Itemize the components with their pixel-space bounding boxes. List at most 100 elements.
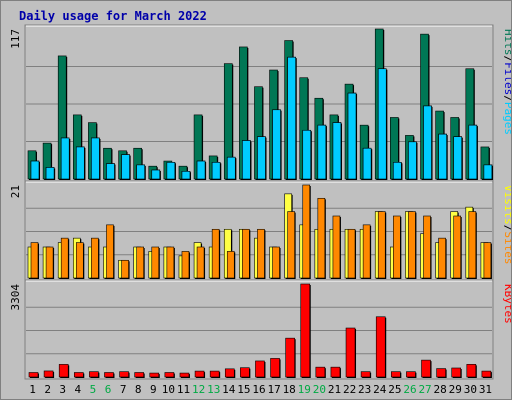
bar-kbytes — [134, 372, 144, 378]
x-tick-label: 27 — [418, 383, 431, 396]
bar-kbytes — [104, 372, 114, 378]
bar-pages — [393, 162, 402, 180]
bar-pages — [362, 147, 372, 180]
bar-kbytes — [194, 370, 205, 378]
bar-pages — [136, 164, 145, 180]
x-tick-label: 2 — [44, 383, 51, 396]
x-tick-label: 15 — [237, 383, 250, 396]
bar-sites — [45, 246, 54, 279]
bar-sites — [347, 228, 356, 279]
bar-sites — [468, 211, 477, 279]
x-tick-label: 7 — [120, 383, 127, 396]
bar-pages — [302, 129, 312, 180]
bar-pages — [30, 160, 40, 180]
bar-kbytes — [300, 283, 311, 378]
legend-sites: Sites — [502, 231, 511, 264]
bar-sites — [377, 211, 386, 279]
y-max-label: 21 — [9, 185, 22, 198]
bar-sites — [438, 237, 446, 279]
bar-sites — [151, 246, 160, 279]
x-tick-label: 1 — [29, 383, 36, 396]
x-tick-label: 10 — [162, 383, 175, 396]
bar-pages — [332, 122, 342, 180]
bar-kbytes — [73, 372, 84, 378]
bar-pages — [423, 105, 432, 180]
bar-kbytes — [466, 364, 477, 378]
y-max-label: 117 — [9, 29, 22, 49]
bar-kbytes — [330, 366, 341, 378]
bar-pages — [166, 162, 176, 180]
bar-sites — [226, 251, 235, 279]
bar-pages — [468, 124, 478, 180]
bar-sites — [60, 237, 69, 279]
bar-kbytes — [451, 367, 462, 378]
bar-kbytes — [285, 337, 295, 378]
x-tick-label: 4 — [75, 383, 82, 396]
x-tick-label: 14 — [222, 383, 236, 396]
x-tick-label: 30 — [464, 383, 477, 396]
x-tick-label: 24 — [373, 383, 387, 396]
bar-pages — [45, 167, 55, 180]
x-tick-label: 28 — [434, 383, 447, 396]
bar-sites — [106, 224, 114, 279]
bar-kbytes — [345, 327, 356, 378]
bar-pages — [106, 163, 115, 180]
bar-kbytes — [360, 371, 371, 378]
bar-sites — [317, 197, 326, 279]
legend-separator: / — [502, 56, 511, 63]
bar-sites — [181, 251, 190, 279]
bar-kbytes — [58, 364, 69, 378]
bar-pages — [196, 160, 206, 180]
legend-pages: Pages — [502, 102, 511, 135]
bar-pages — [91, 137, 100, 180]
bar-pages — [151, 169, 161, 180]
bar-pages — [272, 109, 281, 180]
chart-title: Daily usage for March 2022 — [19, 9, 207, 23]
x-tick-label: 16 — [252, 383, 265, 396]
bar-sites — [423, 215, 431, 279]
bar-kbytes — [164, 372, 175, 378]
bar-kbytes — [270, 358, 280, 378]
legend: Visits/Sites — [502, 185, 511, 265]
bar-pages — [408, 141, 417, 180]
bar-sites — [75, 242, 84, 279]
legend-visits: Visits — [502, 185, 511, 225]
bar-kbytes — [406, 371, 416, 378]
bar-pages — [377, 68, 387, 180]
bar-kbytes — [149, 372, 160, 378]
x-tick-label: 13 — [207, 383, 220, 396]
bar-sites — [332, 215, 341, 279]
bar-kbytes — [240, 367, 250, 378]
x-tick-label: 3 — [59, 383, 66, 396]
x-tick-label: 31 — [479, 383, 492, 396]
bar-kbytes — [28, 372, 39, 378]
bar-sites — [257, 228, 265, 279]
bar-pages — [181, 171, 191, 180]
legend: KBytes — [502, 284, 511, 324]
bar-pages — [453, 136, 463, 180]
bar-sites — [483, 242, 492, 279]
x-tick-label: 29 — [449, 383, 462, 396]
x-tick-label: 5 — [90, 383, 97, 396]
bar-pages — [75, 146, 85, 180]
bar-sites — [121, 259, 129, 279]
x-tick-label: 23 — [358, 383, 371, 396]
bar-kbytes — [391, 371, 401, 378]
bar-kbytes — [481, 370, 492, 378]
bar-pages — [483, 164, 493, 180]
bar-sites — [272, 246, 280, 279]
x-tick-label: 12 — [192, 383, 205, 396]
bar-sites — [211, 228, 220, 279]
bar-pages — [242, 140, 251, 180]
bar-pages — [257, 136, 266, 180]
legend-kbytes: KBytes — [502, 284, 511, 324]
bar-sites — [91, 237, 99, 279]
x-tick-label: 8 — [135, 383, 142, 396]
bar-kbytes — [224, 368, 235, 378]
bar-pages — [211, 162, 221, 180]
x-tick-label: 19 — [298, 383, 311, 396]
x-tick-label: 26 — [403, 383, 416, 396]
x-tick-label: 25 — [388, 383, 401, 396]
